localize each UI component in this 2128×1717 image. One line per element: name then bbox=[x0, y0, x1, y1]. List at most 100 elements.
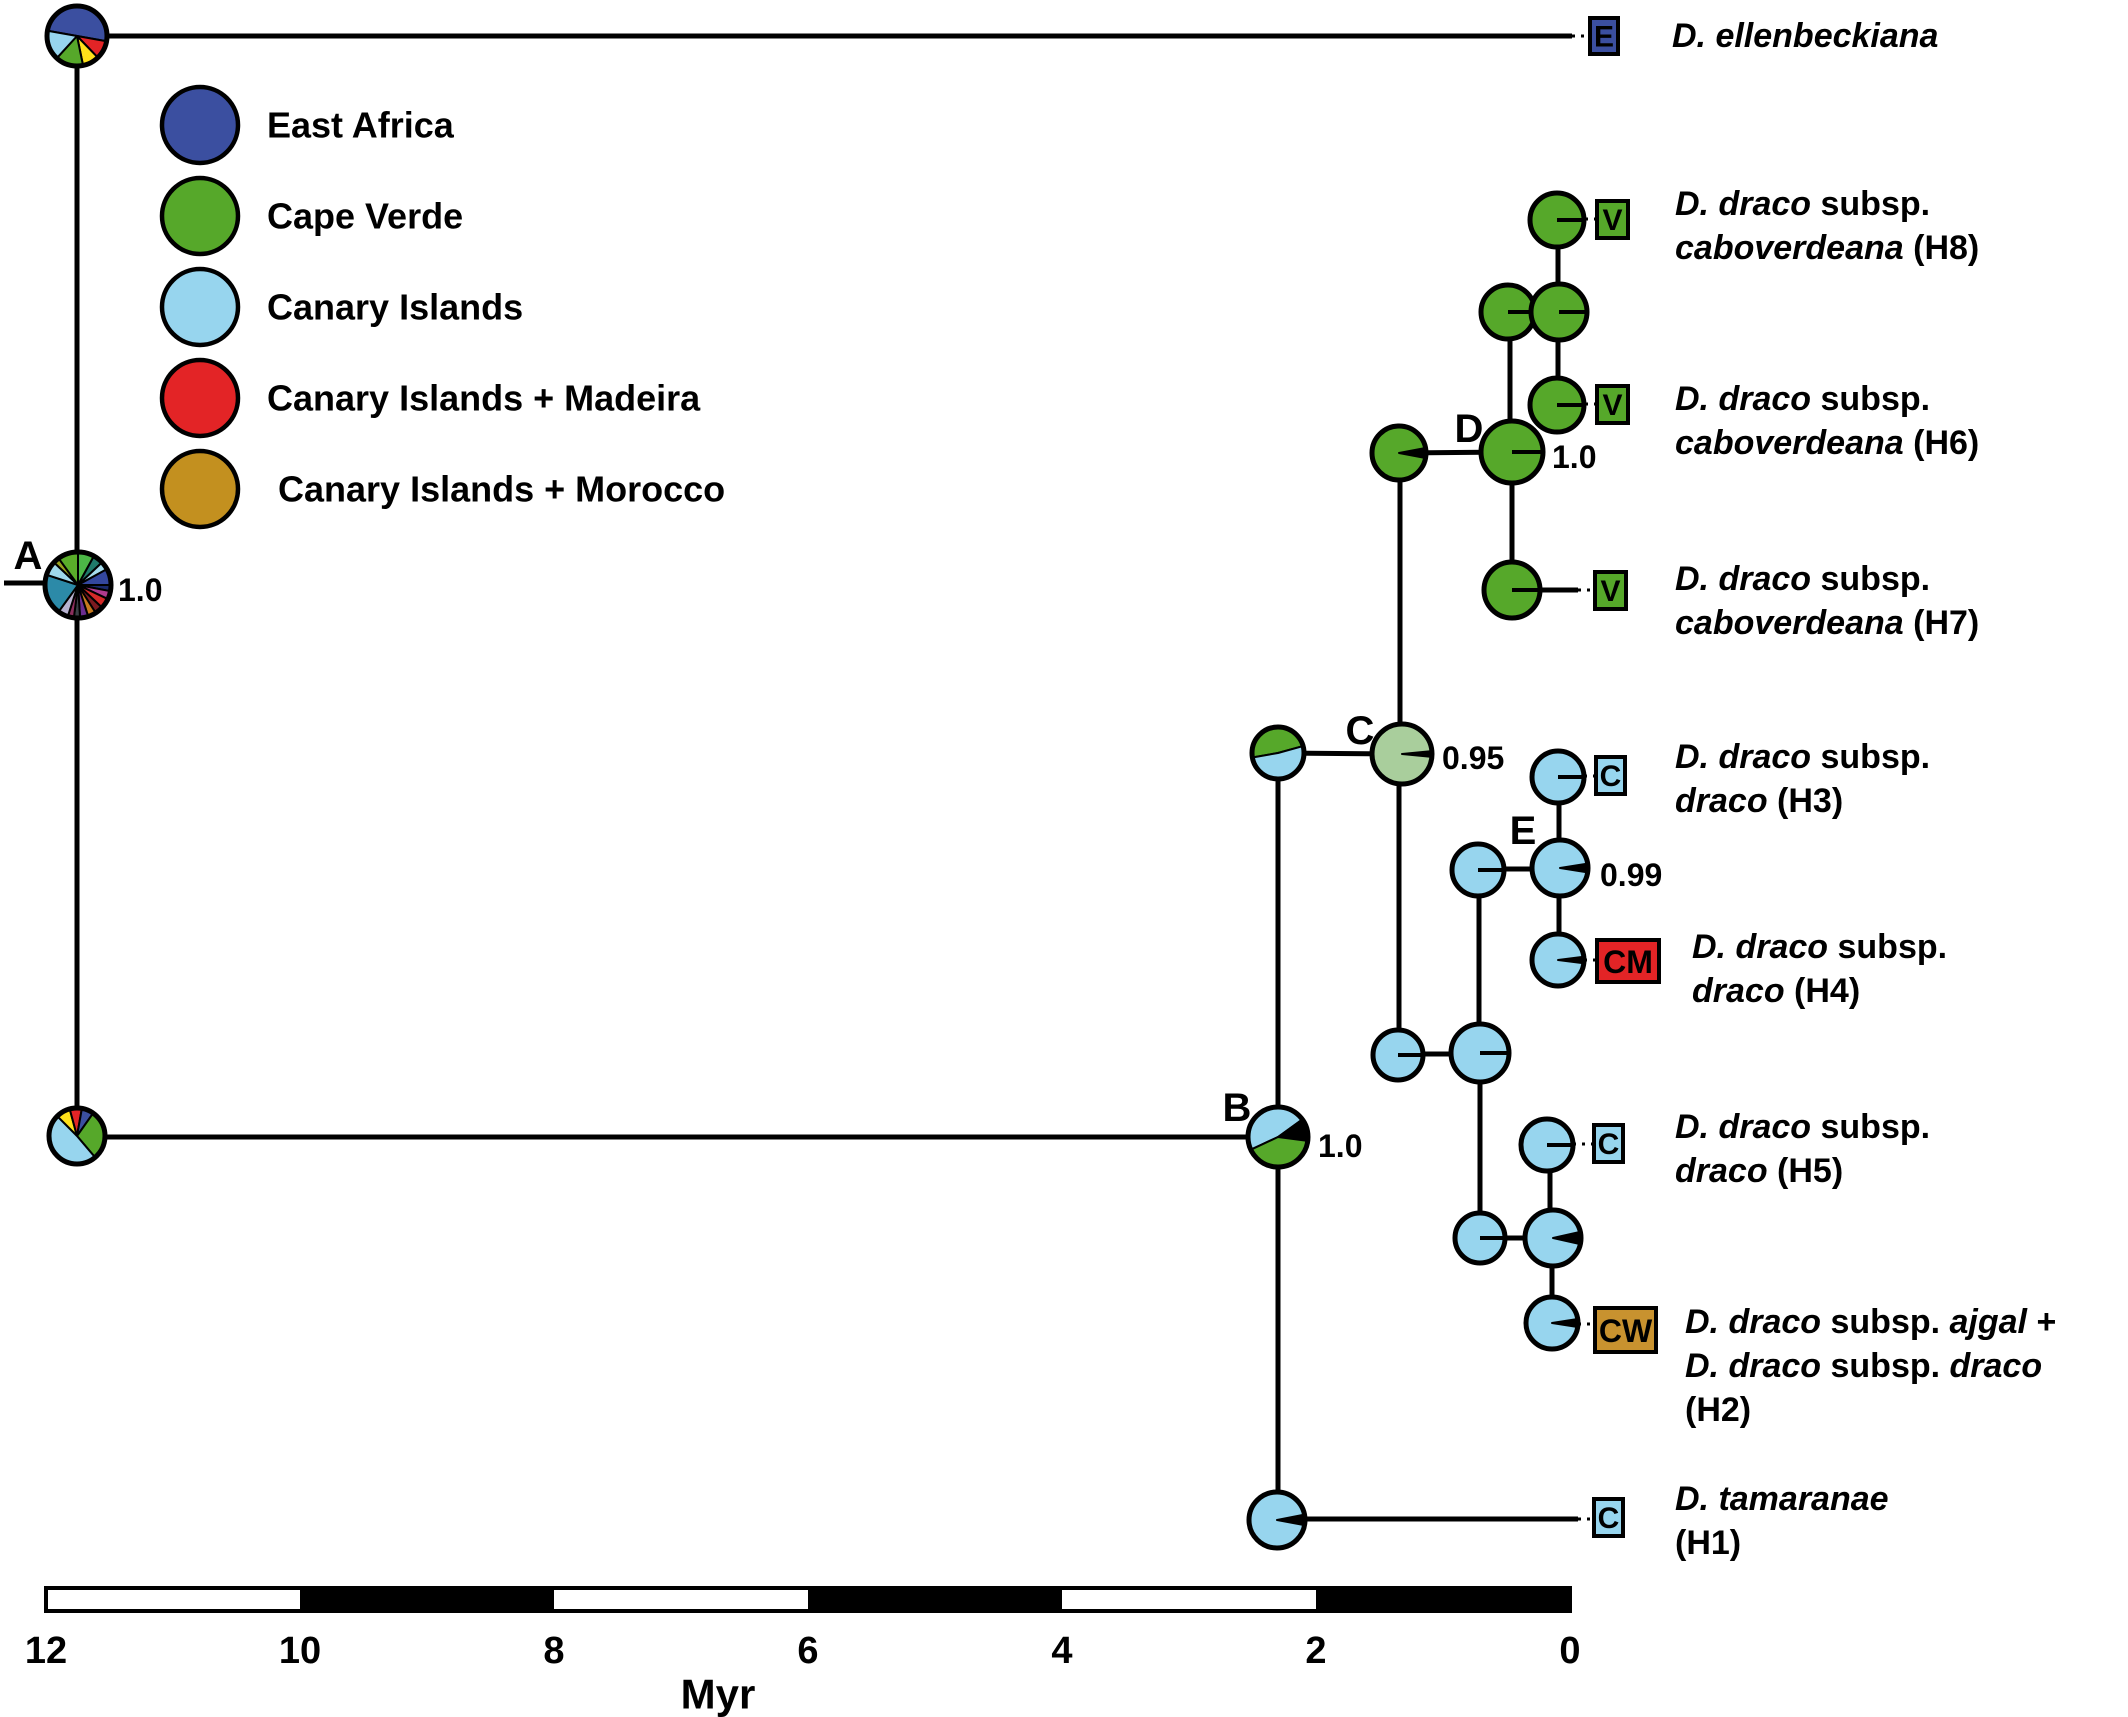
area-box-code: V bbox=[1602, 204, 1622, 237]
node-letter-D: D bbox=[1455, 407, 1484, 451]
area-box-rect bbox=[1593, 570, 1628, 611]
area-box-CM-5: CM bbox=[1595, 938, 1661, 984]
pie-bot-right-outline bbox=[1522, 1207, 1584, 1269]
legend-swatch-icon bbox=[159, 175, 241, 257]
pie-node-pair-right bbox=[1528, 281, 1590, 343]
tip-label-H1-line1: D. tamaranae bbox=[1675, 1480, 1889, 1518]
tip-label-H6-line1: D. draco subsp. bbox=[1675, 380, 1930, 418]
scale-segment-0 bbox=[46, 1588, 300, 1611]
tip-label-run: D. draco bbox=[1692, 928, 1828, 966]
pie-node-bend-CD bbox=[1369, 423, 1429, 483]
node-letter-E: E bbox=[1510, 809, 1537, 853]
support-D: 1.0 bbox=[1552, 439, 1596, 475]
tip-label-run: (H8) bbox=[1904, 229, 1980, 267]
area-box-C-4: C bbox=[1594, 755, 1627, 796]
tip-label-H5-line2: draco (H5) bbox=[1675, 1152, 1843, 1190]
tip-label-run: + bbox=[2027, 1303, 2056, 1341]
tip-label-run: D. draco bbox=[1675, 380, 1811, 418]
pie-node-tip-H6 bbox=[1527, 375, 1587, 435]
area-box-E-0: E bbox=[1588, 16, 1620, 56]
area-box-V-1: V bbox=[1595, 199, 1630, 240]
support-E: 0.99 bbox=[1600, 857, 1662, 893]
pie-node-bend-left-bottom bbox=[46, 1105, 108, 1167]
area-box-code: CM bbox=[1603, 944, 1653, 980]
scale-segment-2 bbox=[554, 1588, 808, 1611]
pie-tip-H4-outline bbox=[1529, 931, 1587, 989]
tip-label-H5-line1: D. draco subsp. bbox=[1675, 1108, 1930, 1146]
scale-bar-outline bbox=[44, 1586, 1572, 1613]
tip-label-run: subsp. bbox=[1821, 1347, 1949, 1385]
node-letter-B: B bbox=[1223, 1086, 1252, 1130]
node-letter-A: A bbox=[14, 534, 43, 578]
area-box-code: V bbox=[1602, 389, 1622, 422]
tip-label-run: ajgal bbox=[1950, 1303, 2029, 1341]
area-box-code: CW bbox=[1599, 1313, 1653, 1349]
tip-label-H7-line2: caboverdeana (H7) bbox=[1675, 604, 1979, 642]
area-box-V-3: V bbox=[1593, 570, 1628, 611]
tip-label-H7-line1: D. draco subsp. bbox=[1675, 560, 1930, 598]
tip-label-run: (H1) bbox=[1675, 1524, 1741, 1562]
tip-label-run: (H6) bbox=[1904, 424, 1980, 462]
tip-label-H8-line2: caboverdeana (H8) bbox=[1675, 229, 1979, 267]
area-box-V-2: V bbox=[1595, 384, 1630, 425]
pie-node-tip-H7 bbox=[1481, 559, 1543, 621]
pie-root-bend-outline bbox=[44, 3, 110, 69]
axis-tick-10: 10 bbox=[279, 1630, 321, 1672]
pie-node-D bbox=[1478, 418, 1546, 486]
area-box-rect bbox=[1595, 938, 1661, 984]
tip-label-H1-line2: (H1) bbox=[1675, 1524, 1741, 1562]
pie-bend-CD-outline bbox=[1369, 423, 1429, 483]
tip-label-H2-line3: (H2) bbox=[1685, 1391, 1751, 1429]
tip-label-run: caboverdeana bbox=[1675, 604, 1904, 642]
pie-A-outline bbox=[42, 549, 114, 621]
pie-node-tip-H1 bbox=[1246, 1489, 1308, 1551]
tip-label-run: caboverdeana bbox=[1675, 229, 1904, 267]
tip-label-run: draco bbox=[1675, 782, 1768, 820]
axis-tick-2: 2 bbox=[1305, 1630, 1326, 1672]
tip-area-boxes: E V V V C CM C CW C bbox=[1588, 16, 1661, 1538]
legend-label: East Africa bbox=[267, 105, 455, 146]
pie-node-tip-H5 bbox=[1518, 1116, 1576, 1174]
tip-label-run: subsp. bbox=[1828, 928, 1947, 966]
axis-tick-8: 8 bbox=[543, 1630, 564, 1672]
area-box-rect bbox=[1594, 755, 1627, 796]
legend-swatch-icon bbox=[159, 266, 241, 348]
area-box-rect bbox=[1593, 1306, 1658, 1354]
area-box-C-8: C bbox=[1592, 1497, 1625, 1538]
pie-node-E bbox=[1529, 837, 1591, 899]
support-B: 1.0 bbox=[1318, 1128, 1362, 1164]
legend-swatch-icon bbox=[159, 357, 241, 439]
pie-C-outline bbox=[1369, 721, 1435, 787]
legend-item-1: Cape Verde bbox=[159, 175, 463, 257]
pie-node-B bbox=[1245, 1104, 1311, 1170]
area-box-C-6: C bbox=[1592, 1123, 1625, 1164]
tip-label-run: D. draco bbox=[1675, 738, 1811, 776]
tip-label-run: (H3) bbox=[1768, 782, 1844, 820]
area-box-code: C bbox=[1598, 1128, 1620, 1161]
axis-label-myr: Myr bbox=[681, 1671, 756, 1717]
legend-swatch-icon bbox=[159, 84, 241, 166]
axis-tick-4: 4 bbox=[1051, 1630, 1072, 1672]
tip-label-run: D. draco bbox=[1675, 185, 1811, 223]
tip-label-run: subsp. bbox=[1811, 380, 1930, 418]
pie-node-tip-H2 bbox=[1523, 1294, 1581, 1352]
legend-label: Cape Verde bbox=[267, 196, 463, 237]
scale-segment-1 bbox=[300, 1588, 554, 1611]
axis-tick-0: 0 bbox=[1559, 1630, 1580, 1672]
tip-label-H4-line2: draco (H4) bbox=[1692, 972, 1860, 1010]
legend-label: Canary Islands bbox=[267, 287, 523, 328]
tip-label-H3-line2: draco (H3) bbox=[1675, 782, 1843, 820]
node-letters: A B C D E bbox=[14, 407, 1537, 1130]
pie-nodes bbox=[42, 3, 1591, 1551]
pie-junction-BC-outline bbox=[1249, 724, 1307, 782]
tip-label-run: caboverdeana bbox=[1675, 424, 1904, 462]
area-box-rect bbox=[1588, 16, 1620, 56]
area-box-code: V bbox=[1600, 575, 1620, 608]
scale-segment-5 bbox=[1316, 1588, 1570, 1611]
pie-E-outline bbox=[1529, 837, 1591, 899]
pie-tip-H2-outline bbox=[1523, 1294, 1581, 1352]
legend: East Africa Cape Verde Canary Islands Canar… bbox=[159, 84, 725, 530]
scale-segment-3 bbox=[808, 1588, 1062, 1611]
pie-tip-H1-outline bbox=[1246, 1489, 1308, 1551]
